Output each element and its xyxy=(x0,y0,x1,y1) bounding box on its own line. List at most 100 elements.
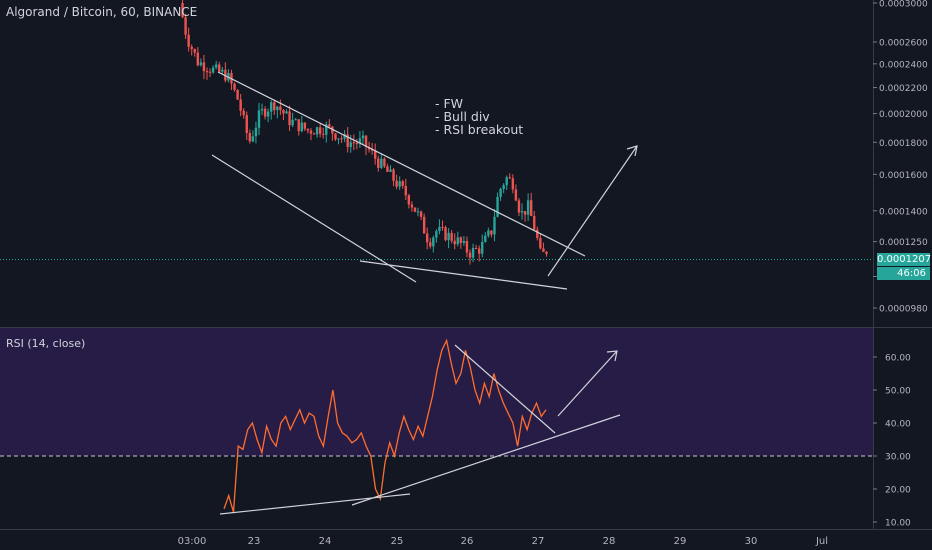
candle-body-32 xyxy=(279,106,282,111)
candle-body-70 xyxy=(395,180,398,187)
candle-body-66 xyxy=(383,158,386,167)
candle-body-68 xyxy=(389,169,392,172)
candle-body-113 xyxy=(526,200,530,215)
price-tick-label-3: 0.0002200 xyxy=(879,84,928,94)
candle-body-38 xyxy=(297,119,300,132)
candle-body-2 xyxy=(187,34,190,47)
candle-body-77 xyxy=(416,211,420,213)
last-price-badge: 0.0001207 xyxy=(877,253,932,266)
candle-body-104 xyxy=(499,188,502,197)
rsi-arrow-shaft[interactable] xyxy=(557,350,618,417)
candle-body-64 xyxy=(377,158,380,168)
candle-body-49 xyxy=(331,126,334,134)
candle-body-22 xyxy=(248,132,252,142)
rsi-support-line-long[interactable] xyxy=(351,414,621,506)
candle-body-37 xyxy=(294,119,297,121)
price-tick-label-1: 0.0002600 xyxy=(879,39,928,49)
channel-upper-line[interactable] xyxy=(217,71,586,257)
drawings-layer[interactable] xyxy=(211,71,638,515)
candle-body-6 xyxy=(199,62,203,66)
note-fw: - FW xyxy=(435,96,464,111)
candle-body-42 xyxy=(309,130,313,134)
candle-body-51 xyxy=(337,138,340,140)
candle-body-27 xyxy=(263,108,267,117)
candle-body-86 xyxy=(444,227,447,241)
candle-body-82 xyxy=(432,237,435,247)
candle-body-83 xyxy=(435,231,438,238)
candle-body-1 xyxy=(184,17,187,35)
candle-body-43 xyxy=(312,133,316,135)
rsi-line xyxy=(223,338,547,513)
time-tick-label-5: 27 xyxy=(532,536,545,547)
candle-body-25 xyxy=(257,110,261,128)
time-axis: 03:00 23 24 25 26 27 28 29 30 Jul xyxy=(178,536,828,547)
candle-body-59 xyxy=(361,135,365,139)
candle-body-90 xyxy=(456,237,459,245)
candle-body-21 xyxy=(245,115,248,133)
candle-body-85 xyxy=(441,226,444,228)
candle-body-81 xyxy=(429,242,432,247)
candle-body-4 xyxy=(193,49,196,53)
candle-body-35 xyxy=(288,111,291,126)
price-tick-label-8: 0.0001250 xyxy=(879,238,928,248)
candle-body-36 xyxy=(291,119,294,126)
rsi-arrow-head[interactable] xyxy=(606,350,618,362)
rsi-layer xyxy=(223,338,547,513)
rsi-indicator-label[interactable]: RSI (14, close) xyxy=(6,337,86,350)
rsi-downtrend-line[interactable] xyxy=(454,344,556,434)
candle-body-101 xyxy=(490,230,493,235)
time-tick-label-9: Jul xyxy=(815,536,828,547)
candle-body-26 xyxy=(260,108,264,111)
candle-body-24 xyxy=(254,127,258,137)
note-rsi-breakout: - RSI breakout xyxy=(435,122,524,137)
candle-body-13 xyxy=(221,69,224,72)
candle-body-88 xyxy=(450,232,453,241)
rsi-axis: 60.00 50.00 40.00 30.00 20.00 10.00 xyxy=(873,354,911,529)
candle-body-118 xyxy=(542,248,545,252)
candle-body-62 xyxy=(370,149,374,151)
candle-body-116 xyxy=(536,229,539,238)
candle-body-40 xyxy=(303,122,307,129)
candle-body-29 xyxy=(270,102,273,112)
breakout-arrow-shaft[interactable] xyxy=(547,145,638,277)
candle-body-9 xyxy=(208,71,212,73)
candle-body-84 xyxy=(438,226,441,232)
rsi-band xyxy=(0,328,873,456)
candle-body-92 xyxy=(462,241,466,243)
candle-body-96 xyxy=(474,247,478,249)
candle-body-80 xyxy=(425,233,429,243)
candle-body-55 xyxy=(349,142,352,148)
candle-body-67 xyxy=(386,166,389,172)
candle-body-3 xyxy=(190,46,193,50)
candle-body-52 xyxy=(340,138,343,140)
candle-body-63 xyxy=(374,150,377,159)
candle-body-41 xyxy=(306,128,310,131)
candle-body-71 xyxy=(398,181,401,187)
time-tick-label-0: 03:00 xyxy=(178,536,207,547)
candle-body-115 xyxy=(533,215,536,230)
candle-body-7 xyxy=(202,62,206,72)
candle-body-53 xyxy=(343,134,346,139)
price-tick-label-0: 0.0003000 xyxy=(879,0,928,10)
candle-body-112 xyxy=(523,211,527,215)
candle-body-57 xyxy=(355,142,359,144)
candle-body-109 xyxy=(514,189,518,201)
candle-body-60 xyxy=(364,135,368,147)
rsi-support-line-short[interactable] xyxy=(219,493,411,515)
candle-body-23 xyxy=(251,136,255,142)
candle-body-69 xyxy=(392,169,395,181)
candle-body-65 xyxy=(380,158,383,168)
rsi-tick-label-2: 40.00 xyxy=(885,420,911,430)
candle-body-75 xyxy=(410,204,414,208)
candle-body-48 xyxy=(328,124,331,127)
price-tick-label-10: 0.0000980 xyxy=(879,305,928,315)
candle-body-78 xyxy=(419,211,423,217)
candle-body-19 xyxy=(239,99,242,111)
rsi-tick-label-4: 20.00 xyxy=(885,486,911,496)
wedge-support-line[interactable] xyxy=(359,260,568,290)
breakout-arrow-head[interactable] xyxy=(626,145,638,157)
candle-body-47 xyxy=(325,124,328,135)
candle-body-54 xyxy=(346,134,349,148)
channel-lower-line[interactable] xyxy=(211,154,417,283)
